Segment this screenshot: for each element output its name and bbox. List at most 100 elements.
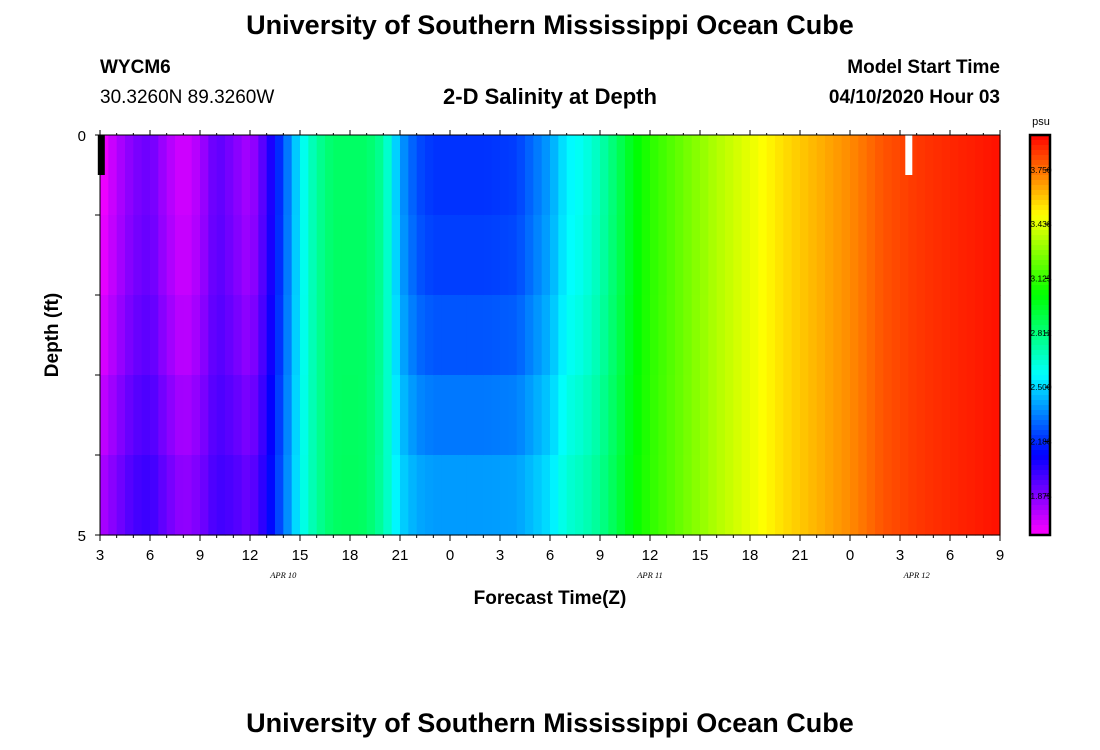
heatmap-cell (625, 295, 634, 376)
heatmap-cell (808, 135, 818, 216)
heatmap-cell (883, 295, 893, 376)
heatmap-cell (166, 375, 176, 456)
date-label: APR 10 (269, 570, 297, 580)
heatmap-cell (966, 215, 976, 296)
heatmap-cell (475, 295, 484, 376)
heatmap-cell (875, 455, 884, 536)
heatmap-cell (166, 215, 176, 296)
heatmap-cell (266, 215, 276, 296)
heatmap-cell (858, 215, 868, 296)
heatmap-cell (575, 375, 584, 456)
heatmap-cell (650, 215, 659, 296)
heatmap-cell (958, 215, 968, 296)
x-tick-label: 15 (692, 547, 709, 564)
colorbar-step (1030, 290, 1050, 296)
heatmap-cell (975, 295, 984, 376)
heatmap-cell (300, 295, 309, 376)
heatmap-cell (500, 215, 509, 296)
colorbar-step (1030, 370, 1050, 376)
heatmap-cell (675, 375, 684, 456)
heatmap-cell (800, 295, 809, 376)
heatmap-cell (550, 215, 559, 296)
heatmap-cell (350, 135, 359, 216)
colorbar-step (1030, 450, 1050, 456)
heatmap-cell (891, 215, 901, 296)
colorbar-step (1030, 260, 1050, 266)
heatmap-cell (783, 135, 793, 216)
heatmap-cell (808, 215, 818, 296)
colorbar-step (1030, 510, 1050, 516)
colorbar-step (1030, 240, 1050, 246)
heatmap-cell (625, 375, 634, 456)
heatmap-cell (500, 375, 509, 456)
heatmap-cell (350, 455, 359, 536)
heatmap-cell (825, 215, 834, 296)
heatmap-cell (558, 295, 568, 376)
heatmap-cell (375, 215, 384, 296)
heatmap-cell (233, 215, 243, 296)
heatmap-cell (800, 375, 809, 456)
colorbar-step (1030, 380, 1050, 386)
heatmap-cell (941, 295, 951, 376)
heatmap-cell (108, 135, 118, 216)
heatmap-cell (575, 215, 584, 296)
heatmap-cell (933, 135, 943, 216)
heatmap-cell (700, 295, 709, 376)
heatmap-cell (325, 455, 334, 536)
heatmap-cell (400, 215, 409, 296)
colorbar-tick-label: 3.438 (1030, 219, 1052, 229)
heatmap-cell (541, 135, 551, 216)
heatmap-cell (100, 135, 109, 216)
colorbar-step (1030, 455, 1050, 461)
heatmap-cell (775, 295, 784, 376)
x-tick-label: 21 (792, 547, 809, 564)
heatmap-cell (841, 135, 851, 216)
colorbar-tick-label: 3.750 (1030, 165, 1052, 175)
heatmap-cell (933, 455, 943, 536)
heatmap-cell (166, 295, 176, 376)
heatmap-cell (666, 215, 676, 296)
heatmap-cell (108, 295, 118, 376)
heatmap-cell (616, 375, 626, 456)
heatmap-cell (450, 375, 459, 456)
heatmap-cell (408, 455, 418, 536)
heatmap-cell (258, 215, 268, 296)
heatmap-cell (650, 295, 659, 376)
heatmap-cell (183, 135, 193, 216)
heatmap-cell (800, 455, 809, 536)
heatmap-cell (908, 455, 918, 536)
colorbar-step (1030, 140, 1050, 146)
heatmap-cell (950, 295, 959, 376)
heatmap-cell (908, 215, 918, 296)
heatmap-cell (283, 215, 293, 296)
heatmap-cell (225, 135, 234, 216)
heatmap-cell (225, 295, 234, 376)
colorbar-step (1030, 265, 1050, 271)
heatmap-cell (491, 215, 501, 296)
heatmap-cell (241, 295, 251, 376)
heatmap-cell (758, 135, 768, 216)
heatmap-cell (433, 375, 443, 456)
heatmap-cell (308, 215, 318, 296)
heatmap-cell (958, 455, 968, 536)
heatmap-cell (383, 135, 393, 216)
heatmap-cell (116, 455, 126, 536)
heatmap-cell (858, 135, 868, 216)
heatmap-cell (116, 215, 126, 296)
heatmap-cell (375, 455, 384, 536)
heatmap-cell (933, 375, 943, 456)
colorbar-step (1030, 390, 1050, 396)
heatmap-cell (250, 215, 259, 296)
heatmap-cell (641, 135, 651, 216)
heatmap-cell (566, 295, 576, 376)
heatmap-cell (658, 295, 668, 376)
heatmap-cell (358, 215, 368, 296)
heatmap-cell (483, 295, 493, 376)
heatmap-cell (150, 455, 159, 536)
heatmap-cell (641, 215, 651, 296)
heatmap-cell (525, 215, 534, 296)
colorbar-step (1030, 330, 1050, 336)
heatmap-cell (625, 135, 634, 216)
heatmap-cell (108, 215, 118, 296)
heatmap-cell (516, 135, 526, 216)
